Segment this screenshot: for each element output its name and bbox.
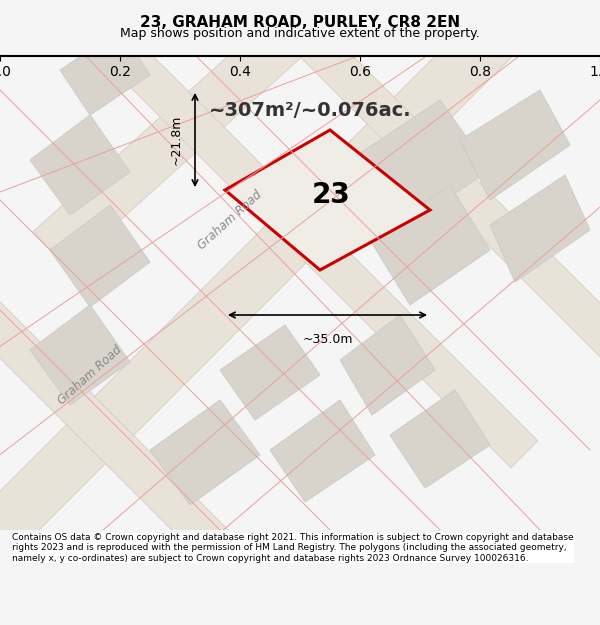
Polygon shape [30,115,130,215]
Text: ~35.0m: ~35.0m [302,333,353,346]
Polygon shape [220,325,320,420]
Polygon shape [390,390,490,488]
Polygon shape [370,185,490,305]
Text: ~307m²/~0.076ac.: ~307m²/~0.076ac. [209,101,412,119]
Text: ~21.8m: ~21.8m [170,115,183,165]
Text: Map shows position and indicative extent of the property.: Map shows position and indicative extent… [120,27,480,39]
Polygon shape [225,130,430,270]
Text: 23, GRAHAM ROAD, PURLEY, CR8 2EN: 23, GRAHAM ROAD, PURLEY, CR8 2EN [140,16,460,31]
Text: 23: 23 [312,181,350,209]
Polygon shape [50,205,150,307]
Polygon shape [340,315,435,415]
Polygon shape [0,266,459,625]
Polygon shape [490,175,590,282]
Polygon shape [30,305,130,405]
Polygon shape [270,400,375,502]
Polygon shape [150,400,260,505]
Text: Contains OS data © Crown copyright and database right 2021. This information is : Contains OS data © Crown copyright and d… [12,533,574,562]
Polygon shape [33,0,587,269]
Text: Graham Road: Graham Road [196,188,265,252]
Polygon shape [287,17,600,397]
Polygon shape [0,0,535,599]
Polygon shape [460,90,570,200]
Polygon shape [350,100,490,230]
Polygon shape [60,30,150,115]
Text: Graham Road: Graham Road [55,343,125,407]
Polygon shape [86,17,538,468]
